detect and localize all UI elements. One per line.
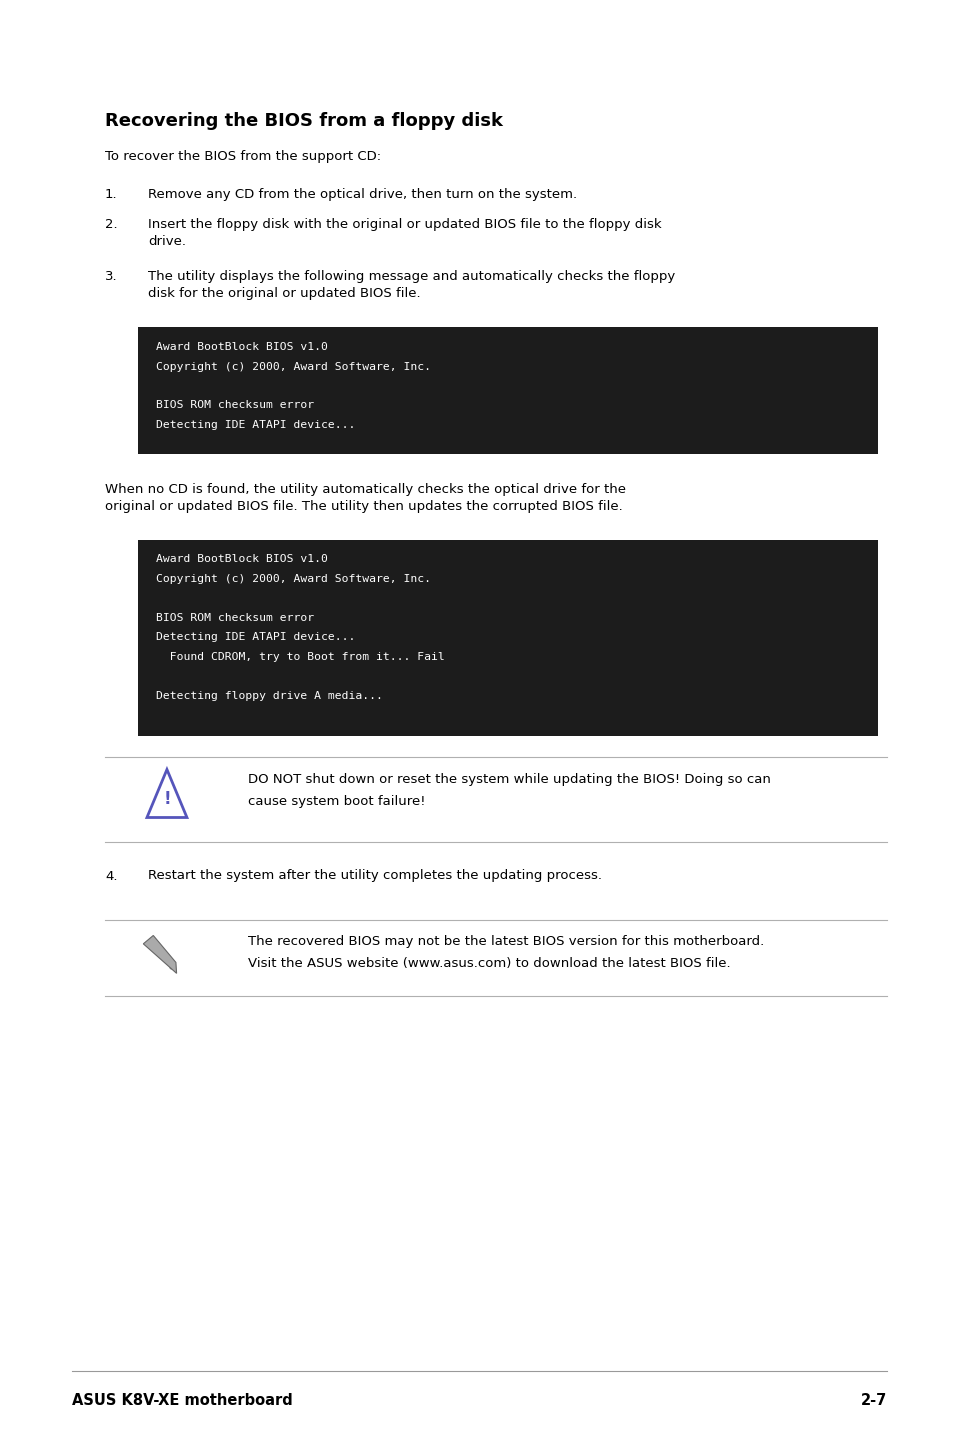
Text: ASUS K8V-XE motherboard: ASUS K8V-XE motherboard (71, 1393, 292, 1408)
Text: Detecting floppy drive A media...: Detecting floppy drive A media... (156, 692, 383, 700)
Polygon shape (143, 936, 176, 974)
Text: DO NOT shut down or reset the system while updating the BIOS! Doing so can: DO NOT shut down or reset the system whi… (248, 774, 770, 787)
Text: 1.: 1. (105, 188, 117, 201)
Text: When no CD is found, the utility automatically checks the optical drive for the
: When no CD is found, the utility automat… (105, 483, 625, 513)
FancyBboxPatch shape (138, 539, 877, 735)
Text: Award BootBlock BIOS v1.0: Award BootBlock BIOS v1.0 (156, 342, 328, 352)
Text: Detecting IDE ATAPI device...: Detecting IDE ATAPI device... (156, 633, 355, 643)
Text: Copyright (c) 2000, Award Software, Inc.: Copyright (c) 2000, Award Software, Inc. (156, 361, 431, 371)
FancyBboxPatch shape (138, 326, 877, 454)
Polygon shape (147, 769, 187, 817)
Text: Copyright (c) 2000, Award Software, Inc.: Copyright (c) 2000, Award Software, Inc. (156, 574, 431, 584)
Text: The recovered BIOS may not be the latest BIOS version for this motherboard.: The recovered BIOS may not be the latest… (248, 936, 763, 949)
Text: Award BootBlock BIOS v1.0: Award BootBlock BIOS v1.0 (156, 555, 328, 565)
Text: !: ! (163, 791, 171, 808)
Text: Insert the floppy disk with the original or updated BIOS file to the floppy disk: Insert the floppy disk with the original… (148, 219, 660, 247)
Text: 3.: 3. (105, 270, 117, 283)
Text: 2-7: 2-7 (860, 1393, 886, 1408)
Text: Detecting IDE ATAPI device...: Detecting IDE ATAPI device... (156, 420, 355, 430)
Text: The utility displays the following message and automatically checks the floppy
d: The utility displays the following messa… (148, 270, 675, 301)
Text: To recover the BIOS from the support CD:: To recover the BIOS from the support CD: (105, 150, 380, 162)
Text: Found CDROM, try to Boot from it... Fail: Found CDROM, try to Boot from it... Fail (156, 651, 445, 661)
Text: Restart the system after the utility completes the updating process.: Restart the system after the utility com… (148, 870, 601, 883)
Text: Recovering the BIOS from a floppy disk: Recovering the BIOS from a floppy disk (105, 112, 502, 129)
Text: Visit the ASUS website (www.asus.com) to download the latest BIOS file.: Visit the ASUS website (www.asus.com) to… (248, 958, 730, 971)
Text: Remove any CD from the optical drive, then turn on the system.: Remove any CD from the optical drive, th… (148, 188, 577, 201)
Text: cause system boot failure!: cause system boot failure! (248, 795, 425, 808)
Text: 2.: 2. (105, 219, 117, 232)
Text: 4.: 4. (105, 870, 117, 883)
Text: BIOS ROM checksum error: BIOS ROM checksum error (156, 401, 314, 410)
Text: BIOS ROM checksum error: BIOS ROM checksum error (156, 613, 314, 623)
